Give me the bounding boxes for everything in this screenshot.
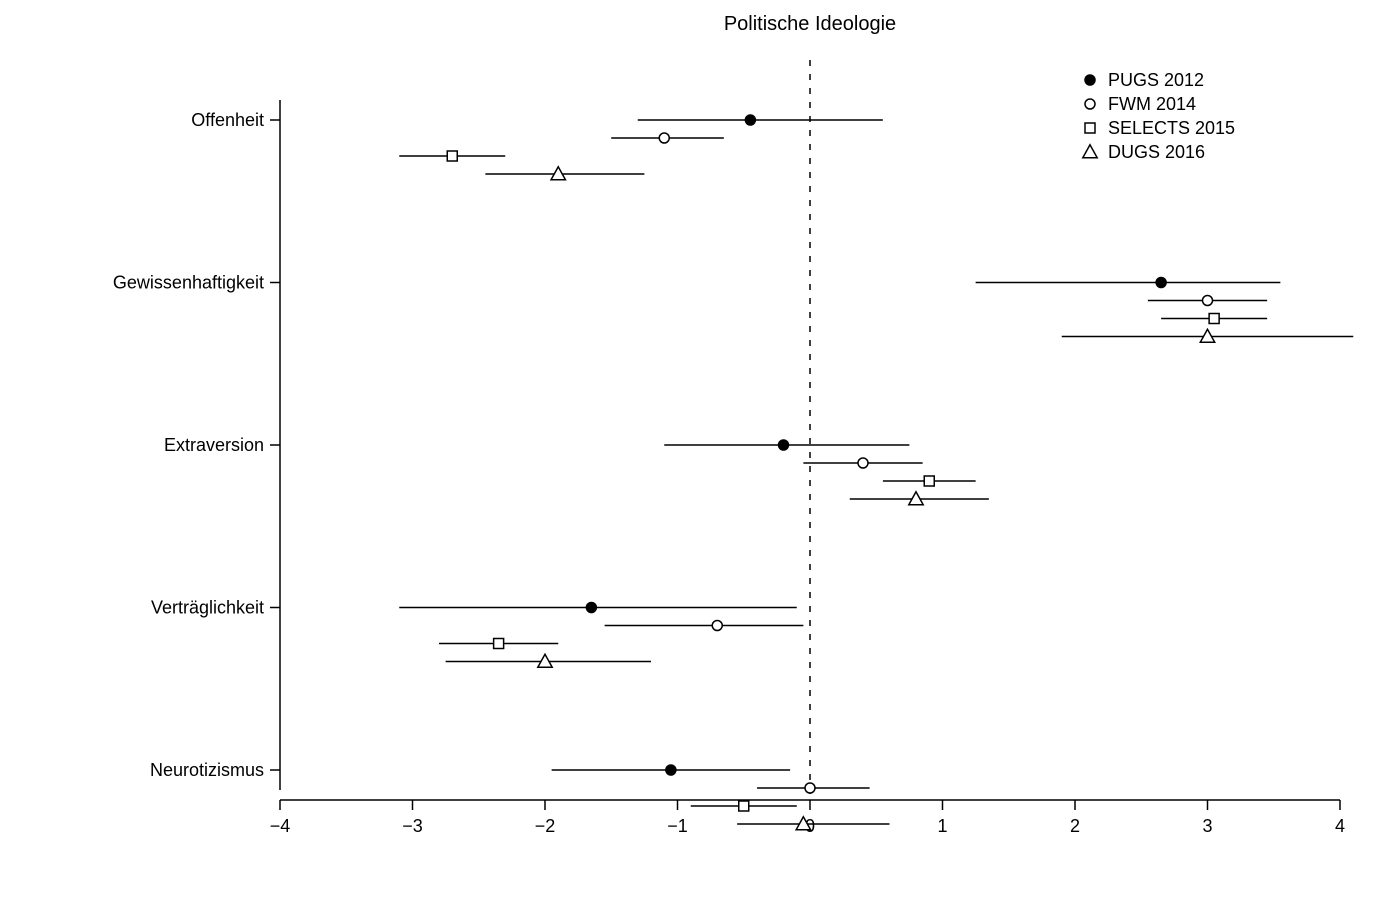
chart-container: Politische Ideologie Offenheit Gewissenhaf…: [0, 0, 1400, 908]
marker-circle-open-icon: [712, 621, 722, 631]
marker-triangle-open-icon: [1083, 145, 1097, 158]
estimate-row: [611, 133, 724, 143]
estimate-row: [552, 765, 791, 775]
marker-circle-filled-icon: [586, 603, 596, 613]
marker-square-open-icon: [924, 476, 934, 486]
marker-circle-filled-icon: [745, 115, 755, 125]
marker-circle-open-icon: [805, 783, 815, 793]
estimate-row: [439, 639, 558, 649]
marker-square-open-icon: [494, 639, 504, 649]
estimate-row: [638, 115, 883, 125]
estimate-row: [446, 654, 651, 667]
marker-square-open-icon: [1085, 123, 1095, 133]
estimate-row: [399, 151, 505, 161]
x-tick-label: −3: [402, 816, 423, 836]
legend-label: SELECTS 2015: [1108, 118, 1235, 138]
estimate-row: [691, 801, 797, 811]
marker-circle-filled-icon: [1085, 75, 1095, 85]
x-tick-label: −4: [270, 816, 291, 836]
marker-circle-open-icon: [1203, 296, 1213, 306]
estimate-row: [850, 492, 989, 505]
marker-circle-open-icon: [858, 458, 868, 468]
estimate-row: [605, 621, 804, 631]
forest-plot: Politische Ideologie Offenheit Gewissenhaf…: [0, 0, 1400, 908]
legend-label: DUGS 2016: [1108, 142, 1205, 162]
marker-circle-open-icon: [659, 133, 669, 143]
category-label: Verträglichkeit: [151, 598, 264, 618]
estimate-row: [1148, 296, 1267, 306]
category-label: Neurotizismus: [150, 760, 264, 780]
marker-square-open-icon: [1209, 314, 1219, 324]
x-tick-label: 3: [1202, 816, 1212, 836]
estimate-row: [485, 167, 644, 180]
legend-label: PUGS 2012: [1108, 70, 1204, 90]
marker-circle-filled-icon: [1156, 278, 1166, 288]
legend-item: PUGS 2012: [1085, 70, 1204, 90]
category-label: Offenheit: [191, 110, 264, 130]
x-tick-label: 2: [1070, 816, 1080, 836]
estimate-row: [976, 278, 1281, 288]
estimate-row: [399, 603, 797, 613]
estimate-row: [1062, 329, 1354, 342]
x-tick-label: 1: [937, 816, 947, 836]
x-tick-label: −2: [535, 816, 556, 836]
estimate-row: [757, 783, 870, 793]
x-tick-label: −1: [667, 816, 688, 836]
estimate-row: [883, 476, 976, 486]
marker-square-open-icon: [447, 151, 457, 161]
legend-item: FWM 2014: [1085, 94, 1196, 114]
category-label: Extraversion: [164, 435, 264, 455]
estimate-row: [1161, 314, 1267, 324]
legend-label: FWM 2014: [1108, 94, 1196, 114]
x-tick-label: 4: [1335, 816, 1345, 836]
marker-circle-filled-icon: [779, 440, 789, 450]
legend-item: DUGS 2016: [1083, 142, 1205, 162]
marker-circle-open-icon: [1085, 99, 1095, 109]
estimate-row: [664, 440, 909, 450]
estimate-row: [803, 458, 922, 468]
chart-title: Politische Ideologie: [724, 13, 896, 35]
marker-square-open-icon: [739, 801, 749, 811]
legend-item: SELECTS 2015: [1085, 118, 1235, 138]
marker-circle-filled-icon: [666, 765, 676, 775]
category-label: Gewissenhaftigkeit: [113, 273, 264, 293]
